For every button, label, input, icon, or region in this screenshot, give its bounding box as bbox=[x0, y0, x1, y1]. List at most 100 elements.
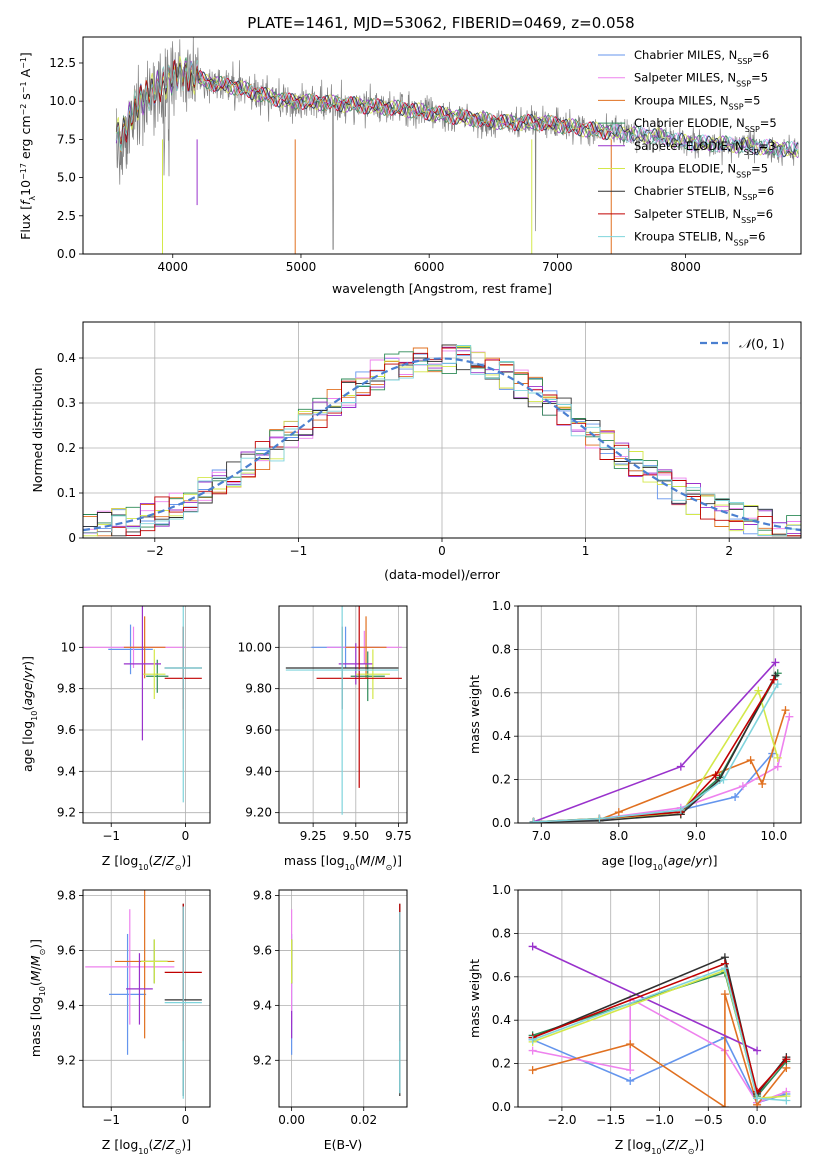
x-tick-label: −0.5 bbox=[694, 1113, 723, 1127]
legend-label: Chabrier STELIB, NSSP=6 bbox=[634, 184, 774, 202]
plot-area bbox=[285, 606, 402, 815]
x-axis-label: (data-model)/error bbox=[384, 567, 501, 582]
y-tick-label: 9.40 bbox=[245, 764, 272, 778]
y-tick-label: 0.0 bbox=[57, 247, 76, 261]
x-tick-label: −1.0 bbox=[645, 1113, 674, 1127]
weight-marker bbox=[720, 990, 729, 999]
y-tick-label: 9.6 bbox=[57, 723, 76, 737]
chart-residuals: 𝒩(0, 1) −2 −1 0 1 2 0 0.1 0.2 0.3 0.4 (data-model)/… bbox=[30, 321, 802, 582]
axes-frame bbox=[517, 605, 802, 824]
x-tick-label: 0 bbox=[182, 1113, 190, 1127]
chart-weight-vs-Z: −2.0 −1.5 −1.0 −0.5 0.0 0.0 0.2 0.4 0.6 0.8 1.0 Z [… bbox=[467, 883, 802, 1156]
y-axis-label: age [log10(age/yr)] bbox=[20, 656, 39, 772]
chart-mass-vs-ebv: 0.00 0.02 9.2 9.4 9.6 9.8 E(B-V) bbox=[253, 888, 408, 1152]
y-tick-label: 9.80 bbox=[245, 682, 272, 696]
legend-label: Salpeter ELODIE, NSSP=3 bbox=[634, 139, 776, 157]
y-tick-label: 0.3 bbox=[57, 396, 76, 410]
weight-marker bbox=[626, 1076, 635, 1085]
weight-marker bbox=[771, 658, 780, 667]
x-tick-label: 1 bbox=[582, 544, 590, 558]
y-tick-label: 0.2 bbox=[492, 1057, 511, 1071]
legend-label: Kroupa STELIB, NSSP=6 bbox=[634, 230, 765, 248]
y-tick-label: 0.4 bbox=[492, 1013, 511, 1027]
weight-marker bbox=[626, 1066, 635, 1075]
y-axis-label: Normed distribution bbox=[30, 368, 45, 493]
y-tick-label: 0.4 bbox=[492, 729, 511, 743]
axes-frame bbox=[82, 605, 211, 824]
chart-age-vs-Z: −1 0 9.2 9.4 9.6 9.8 10 Z [log10(Z/Z⊙)] age [log… bbox=[20, 605, 211, 872]
model-line-3 bbox=[115, 57, 799, 156]
weight-marker bbox=[711, 771, 720, 780]
figure-title: PLATE=1461, MJD=53062, FIBERID=0469, z=0… bbox=[247, 14, 634, 32]
x-tick-label: −1 bbox=[102, 1113, 120, 1127]
x-tick-label: −2.0 bbox=[547, 1113, 576, 1127]
weight-marker bbox=[746, 756, 755, 765]
x-tick-label: 0 bbox=[438, 544, 446, 558]
x-tick-label: 0 bbox=[182, 829, 190, 843]
axes-frame bbox=[278, 605, 408, 824]
weight-marker bbox=[720, 1103, 729, 1107]
model-line-8 bbox=[115, 59, 799, 158]
model-line-4 bbox=[115, 60, 799, 159]
weight-marker bbox=[769, 675, 778, 684]
y-tick-label: 1.0 bbox=[492, 599, 511, 613]
y-tick-label: 0 bbox=[68, 531, 76, 545]
y-tick-label: 9.2 bbox=[253, 1053, 272, 1067]
x-tick-label: 9.50 bbox=[342, 829, 369, 843]
model-line-2 bbox=[115, 59, 612, 152]
y-tick-label: 9.6 bbox=[253, 943, 272, 957]
weight-marker bbox=[773, 753, 782, 762]
y-tick-label: 9.2 bbox=[57, 1053, 76, 1067]
y-tick-label: 1.0 bbox=[492, 883, 511, 897]
x-tick-label: 4000 bbox=[157, 260, 188, 274]
weight-marker bbox=[773, 762, 782, 771]
chart-weight-vs-age: 7.0 8.0 9.0 10.0 0.0 0.2 0.4 0.6 0.8 1.0 age [log1… bbox=[467, 599, 802, 872]
y-tick-label: 9.4 bbox=[253, 998, 272, 1012]
legend-label: Kroupa MILES, NSSP=5 bbox=[634, 93, 760, 111]
weight-series-8 bbox=[532, 967, 787, 1102]
chart-spectrum: Chabrier MILES, NSSP=6 Salpeter MILES, NS… bbox=[18, 36, 802, 296]
y-tick-label: 5.0 bbox=[57, 171, 76, 185]
y-tick-label: 9.2 bbox=[57, 806, 76, 820]
weight-marker bbox=[758, 779, 767, 788]
legend-label: Chabrier ELODIE, NSSP=5 bbox=[634, 116, 777, 134]
weight-marker bbox=[720, 964, 729, 973]
y-tick-label: 10 bbox=[61, 640, 76, 654]
x-axis-label: wavelength [Angstrom, rest frame] bbox=[332, 281, 552, 296]
y-tick-label: 0.2 bbox=[492, 773, 511, 787]
weight-marker bbox=[782, 1055, 791, 1064]
model-line-0 bbox=[115, 59, 799, 158]
weight-marker bbox=[595, 814, 604, 823]
x-tick-label: 0.00 bbox=[278, 1113, 305, 1127]
x-tick-label: −1 bbox=[290, 544, 308, 558]
x-tick-label: 0.0 bbox=[748, 1113, 767, 1127]
y-tick-label: 0.0 bbox=[492, 816, 511, 830]
legend-label: Salpeter MILES, NSSP=5 bbox=[634, 71, 768, 89]
weight-marker bbox=[614, 808, 623, 817]
weight-series-1 bbox=[532, 997, 787, 1104]
y-tick-label: 9.4 bbox=[57, 764, 76, 778]
y-tick-label: 7.5 bbox=[57, 132, 76, 146]
x-tick-label: 9.75 bbox=[385, 829, 412, 843]
y-tick-label: 10.00 bbox=[238, 640, 272, 654]
weight-marker bbox=[781, 706, 790, 715]
weight-marker bbox=[529, 817, 538, 823]
x-tick-label: 6000 bbox=[414, 260, 445, 274]
axes-frame bbox=[82, 36, 802, 255]
weight-marker bbox=[528, 942, 537, 951]
x-axis-label: Z [log10(Z/Z⊙)] bbox=[102, 853, 191, 872]
x-axis-label: E(B-V) bbox=[324, 1137, 363, 1152]
x-tick-label: 8000 bbox=[670, 260, 701, 274]
plot-area bbox=[528, 942, 791, 1107]
plot-area bbox=[83, 344, 801, 537]
y-tick-label: 2.5 bbox=[57, 209, 76, 223]
weight-marker bbox=[528, 1035, 537, 1044]
model-line-6 bbox=[115, 60, 799, 158]
y-axis-label: mass weight bbox=[467, 959, 482, 1038]
plot-area bbox=[115, 37, 799, 254]
x-axis-label: Z [log10(Z/Z⊙)] bbox=[615, 1137, 704, 1156]
x-tick-label: 7000 bbox=[542, 260, 573, 274]
y-tick-label: 0.2 bbox=[57, 441, 76, 455]
x-tick-label: 10.0 bbox=[761, 829, 788, 843]
plot-area bbox=[83, 606, 202, 803]
